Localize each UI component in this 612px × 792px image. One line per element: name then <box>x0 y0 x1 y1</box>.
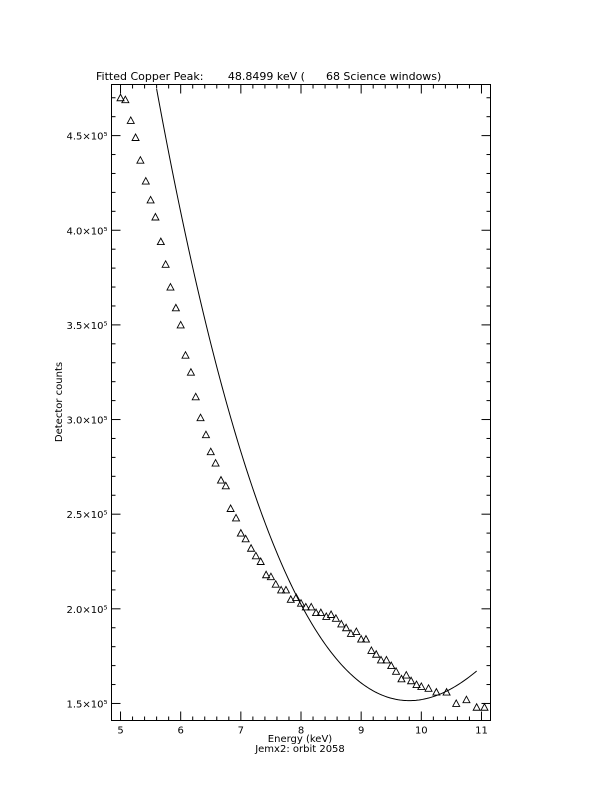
axis-ticks <box>111 84 491 721</box>
chart-subtitle: Jemx2: orbit 2058 <box>254 744 345 755</box>
data-point <box>371 649 381 658</box>
data-point <box>352 627 361 635</box>
data-point <box>341 623 351 632</box>
y-tick-label: 4.5×10⁵ <box>66 132 107 143</box>
data-point <box>151 212 160 221</box>
y-tick-label: 1.5×10⁵ <box>66 699 107 710</box>
data-point <box>382 655 391 664</box>
data-points <box>116 93 489 711</box>
data-point <box>391 666 401 675</box>
data-point <box>246 543 256 552</box>
data-point <box>326 610 336 618</box>
data-point <box>286 594 296 603</box>
data-point <box>131 133 140 141</box>
data-point <box>206 447 216 456</box>
data-point <box>311 608 321 617</box>
data-point <box>480 702 489 711</box>
x-tick-label: 5 <box>117 726 123 737</box>
data-point <box>301 602 311 611</box>
data-point <box>176 320 185 329</box>
data-point <box>462 695 471 704</box>
data-point <box>241 534 250 543</box>
y-tick-label: 3.5×10⁵ <box>66 321 107 332</box>
data-point <box>424 683 433 692</box>
y-tick-label: 4.0×10⁵ <box>66 226 107 237</box>
data-point <box>166 282 175 291</box>
data-point <box>201 430 211 439</box>
data-point <box>386 661 396 670</box>
data-point <box>256 557 265 565</box>
data-point <box>271 579 280 588</box>
data-point <box>116 93 125 102</box>
data-point <box>367 646 376 654</box>
chart-title: Fitted Copper Peak: 48.8499 keV ( 68 Sci… <box>96 70 441 83</box>
y-tick-label: 2.0×10⁵ <box>66 605 107 616</box>
y-axis-label: Detector counts <box>54 362 65 442</box>
data-point <box>397 674 406 683</box>
data-point <box>196 413 205 422</box>
data-point <box>361 634 371 643</box>
data-point <box>261 570 271 579</box>
data-point <box>161 259 170 268</box>
data-point <box>306 602 316 611</box>
data-point <box>331 613 341 622</box>
data-point <box>216 475 226 484</box>
data-point <box>121 95 130 104</box>
y-tick-labels: 1.5×10⁵ 2.0×10⁵ 2.5×10⁵ 3.0×10⁵ 3.5×10⁵ 4.0×1… <box>66 132 107 711</box>
data-point <box>266 572 276 581</box>
x-axis-label: Energy (keV) <box>268 734 333 745</box>
data-point <box>406 676 416 685</box>
data-point <box>276 585 286 594</box>
data-point <box>221 481 231 490</box>
x-tick-label: 9 <box>358 726 364 737</box>
data-point <box>417 681 426 690</box>
plot-frame <box>111 84 491 721</box>
x-tick-label: 11 <box>475 726 488 737</box>
data-point <box>291 593 301 601</box>
x-tick-labels: 5 6 7 8 9 10 11 <box>117 726 488 737</box>
data-point <box>337 619 346 628</box>
data-point <box>186 367 196 376</box>
data-point <box>316 608 326 617</box>
data-point <box>432 687 441 696</box>
data-point <box>356 634 366 643</box>
x-tick-label: 6 <box>177 726 183 737</box>
data-point <box>472 702 481 711</box>
data-point <box>376 655 386 664</box>
data-point <box>146 195 155 204</box>
data-point <box>346 628 356 637</box>
data-point <box>191 392 200 401</box>
data-point <box>412 680 421 688</box>
data-point <box>251 551 261 560</box>
data-point <box>231 513 241 522</box>
data-point <box>126 116 136 124</box>
data-point <box>181 350 190 359</box>
x-tick-label: 7 <box>238 726 244 737</box>
data-point <box>281 585 291 594</box>
data-point <box>156 237 166 246</box>
data-point <box>141 176 151 185</box>
data-point <box>136 155 145 164</box>
x-tick-label: 10 <box>415 726 428 737</box>
y-tick-label: 2.5×10⁵ <box>66 510 107 521</box>
data-point <box>171 303 181 312</box>
fit-curve <box>156 88 477 702</box>
data-point <box>402 670 411 679</box>
data-point <box>296 598 306 607</box>
data-point <box>451 699 461 707</box>
data-point <box>442 687 451 696</box>
data-point <box>211 458 220 467</box>
data-point <box>226 504 235 512</box>
y-tick-label: 3.0×10⁵ <box>66 416 107 427</box>
data-point <box>236 528 246 537</box>
x-tick-label: 8 <box>298 726 304 737</box>
